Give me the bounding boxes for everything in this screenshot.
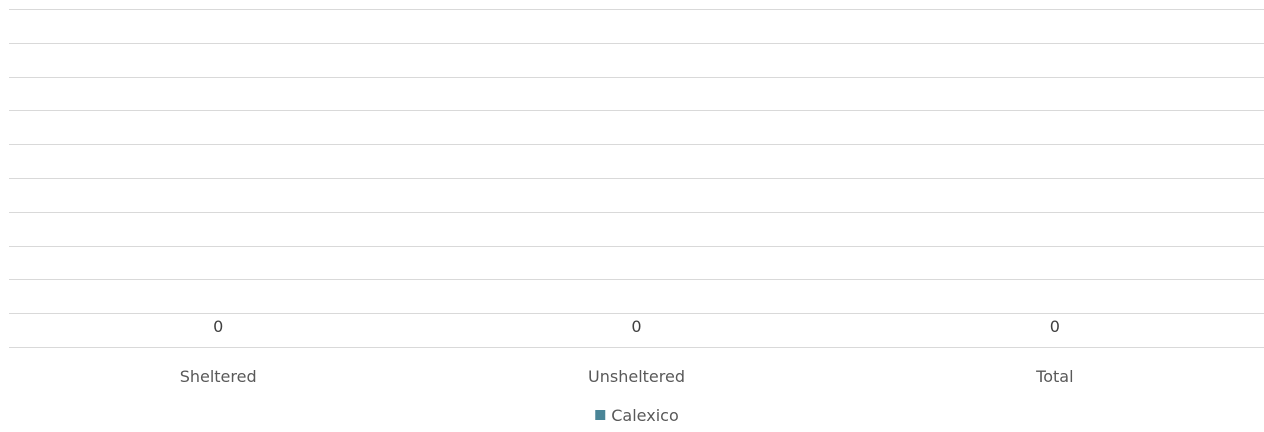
category-label-total: Total bbox=[1035, 367, 1073, 386]
data-label-sheltered: 0 bbox=[213, 317, 223, 336]
legend: Calexico bbox=[595, 406, 679, 425]
category-label-sheltered: Sheltered bbox=[180, 367, 257, 386]
data-label-unsheltered: 0 bbox=[631, 317, 641, 336]
legend-label-calexico: Calexico bbox=[611, 406, 678, 425]
gridlines bbox=[9, 9, 1264, 348]
category-label-unsheltered: Unsheltered bbox=[588, 367, 685, 386]
legend-swatch-calexico bbox=[595, 410, 606, 420]
category-axis: Sheltered Unsheltered Total bbox=[180, 367, 1074, 386]
data-label-total: 0 bbox=[1050, 317, 1060, 336]
data-labels: 0 0 0 bbox=[213, 317, 1060, 336]
